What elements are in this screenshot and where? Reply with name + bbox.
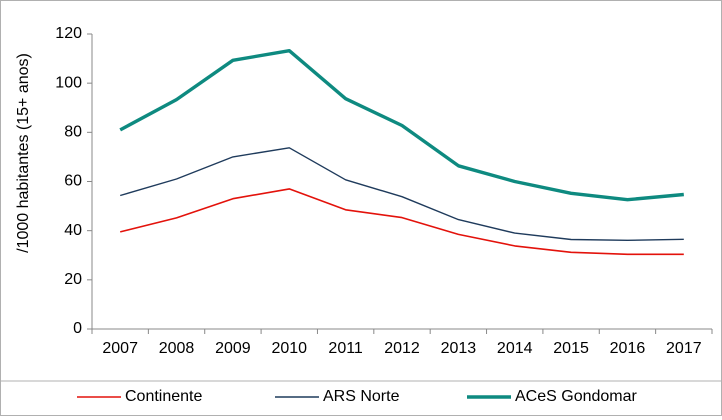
x-tick-label: 2008	[159, 340, 195, 357]
series-line-ars-norte	[120, 147, 684, 242]
y-axis-title: /1000 habitantes (15+ anos)	[15, 53, 32, 253]
y-tick-label: 100	[55, 74, 82, 91]
y-tick-label: 0	[73, 320, 82, 337]
x-axis-ticks: 2007 2008 2009 2010 2011 2012 2013 2014 2015 2016…	[91, 329, 713, 357]
x-tick-label: 2014	[497, 340, 533, 357]
y-tick-label: 80	[64, 124, 82, 141]
legend: Continente ARS Norte ACeS Gondomar	[77, 388, 638, 405]
y-tick-label: 20	[64, 271, 82, 288]
y-tick-label: 60	[64, 173, 82, 190]
x-tick-label: 2012	[384, 340, 420, 357]
x-tick-label: 2017	[666, 340, 702, 357]
x-tick-label: 2011	[328, 340, 363, 357]
x-tick-label: 2015	[553, 340, 589, 357]
x-tick-label: 2016	[610, 340, 646, 357]
y-tick-label: 120	[55, 25, 82, 42]
legend-label: ACeS Gondomar	[515, 388, 638, 405]
legend-label: Continente	[125, 388, 202, 405]
x-tick-label: 2013	[441, 340, 477, 357]
y-axis-title-group: /1000 habitantes (15+ anos)	[15, 53, 32, 253]
series-lines	[119, 49, 684, 256]
y-tick-label: 40	[64, 222, 82, 239]
legend-label: ARS Norte	[323, 388, 400, 405]
x-tick-label: 2010	[271, 340, 307, 357]
series-line-aces-gondomar	[119, 49, 684, 202]
x-tick-label: 2009	[215, 340, 251, 357]
series-line-continente	[120, 188, 684, 256]
y-axis-ticks: 0 20 40 60 80 100 120	[55, 25, 92, 337]
x-tick-label: 2007	[102, 340, 138, 357]
